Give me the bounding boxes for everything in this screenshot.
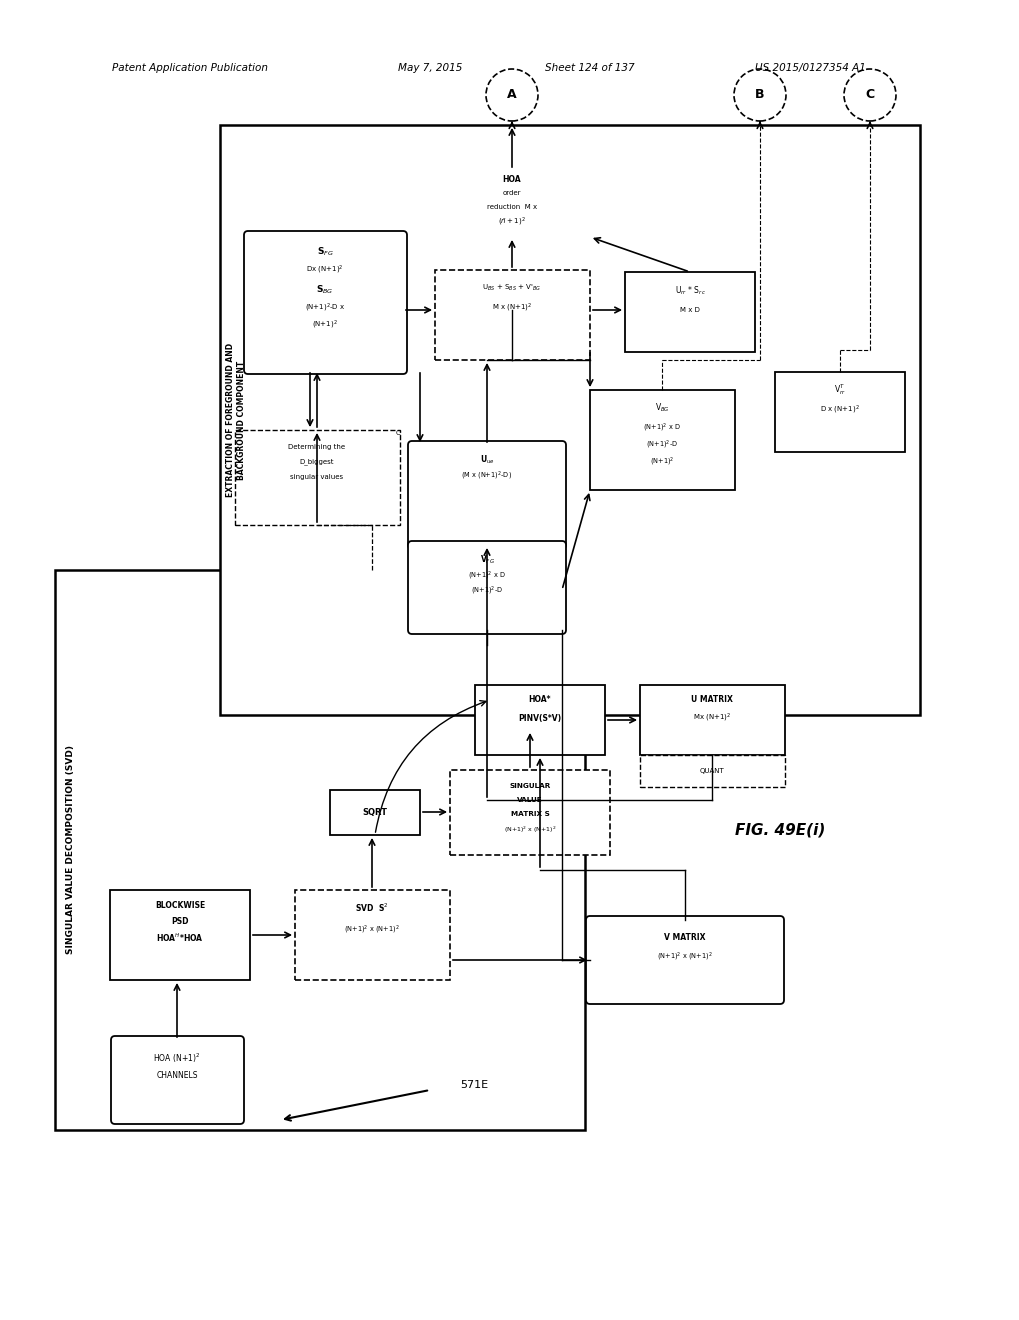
Text: S$_{BG}$: S$_{BG}$ [316,284,333,296]
Text: V MATRIX: V MATRIX [663,933,705,942]
Bar [639,755,785,787]
Text: Patent Application Publication: Patent Application Publication [112,63,268,73]
Bar [110,890,250,979]
Bar [625,272,754,352]
Text: PINV(S*V): PINV(S*V) [518,714,561,722]
FancyBboxPatch shape [408,441,566,549]
Bar [639,685,785,755]
Text: D_biggest: D_biggest [300,458,334,466]
Text: HOA$^H$*HOA: HOA$^H$*HOA [156,932,204,944]
Text: V$_{FG}$: V$_{FG}$ [479,554,494,566]
Text: CHANNELS: CHANNELS [156,1071,198,1080]
Bar [434,271,589,360]
Text: B: B [754,88,764,102]
Text: A: A [506,88,517,102]
Text: singular values: singular values [290,474,343,480]
Text: HOA (N+1)$^2$: HOA (N+1)$^2$ [153,1051,201,1065]
Text: EXTRACTION OF FOREGROUND AND
BACKGROUND COMPONENT: EXTRACTION OF FOREGROUND AND BACKGROUND … [226,343,246,498]
Text: V$^T_{rr}$: V$^T_{rr}$ [834,383,845,397]
Text: May 7, 2015: May 7, 2015 [397,63,462,73]
Text: (N+1)$^2$ x (N+1)$^2$: (N+1)$^2$ x (N+1)$^2$ [503,825,555,836]
Text: (N+1)$^2$ x (N+1)$^2$: (N+1)$^2$ x (N+1)$^2$ [343,924,399,936]
FancyBboxPatch shape [111,1036,244,1125]
Text: Dx (N+1)$^2$: Dx (N+1)$^2$ [306,264,343,276]
Text: MATRIX S: MATRIX S [511,810,549,817]
Text: (N+1)$^2$ x (N+1)$^2$: (N+1)$^2$ x (N+1)$^2$ [656,950,712,964]
Text: U$_{rr}$ * S$_{rc}$: U$_{rr}$ * S$_{rc}$ [674,285,705,297]
FancyBboxPatch shape [586,916,784,1005]
Text: S$_{FG}$: S$_{FG}$ [316,246,333,259]
Text: D x (N+1)$^2$: D x (N+1)$^2$ [819,404,859,416]
Text: SINGULAR: SINGULAR [508,783,550,789]
Text: U$_{ue}$: U$_{ue}$ [479,454,494,466]
Bar [294,890,449,979]
Text: Mx (N+1)$^2$: Mx (N+1)$^2$ [692,711,731,725]
Text: C: C [395,430,400,436]
Text: (N+1)$^2$ x D: (N+1)$^2$ x D [642,422,681,434]
FancyBboxPatch shape [244,231,407,374]
Text: (N+1)$^2$-D: (N+1)$^2$-D [471,585,502,597]
Text: (N+1)$^2$-D: (N+1)$^2$-D [645,438,678,451]
Text: $(\bar{n}+1)^2$: $(\bar{n}+1)^2$ [497,216,526,228]
Text: FIG. 49E(i): FIG. 49E(i) [734,822,824,837]
Text: M x D: M x D [680,308,699,313]
Bar [220,125,919,715]
Text: (N+1)$^2$: (N+1)$^2$ [649,455,674,469]
Text: (M x (N+1)$^2$-D): (M x (N+1)$^2$-D) [461,470,512,482]
Text: PSD: PSD [171,916,189,925]
Text: VALUE: VALUE [517,797,542,803]
Text: HOA: HOA [502,176,521,185]
Bar [589,389,735,490]
Text: HOA*: HOA* [528,696,550,705]
Bar [234,430,399,525]
Text: reduction  M x: reduction M x [486,205,537,210]
Bar [774,372,904,451]
Text: order: order [502,190,521,195]
Text: U MATRIX: U MATRIX [691,696,733,705]
Text: U$_{BS}$ + S$_{BS}$ + V'$_{BG}$: U$_{BS}$ + S$_{BS}$ + V'$_{BG}$ [482,282,541,293]
Text: (N+1)$^2$ x D: (N+1)$^2$ x D [468,570,505,582]
Text: M x (N+1)$^2$: M x (N+1)$^2$ [491,302,532,314]
Text: QUANT: QUANT [699,768,723,774]
Text: SQRT: SQRT [362,808,387,817]
Bar [475,685,604,755]
Text: Sheet 124 of 137: Sheet 124 of 137 [544,63,634,73]
Text: (N+1)$^2$-D x: (N+1)$^2$-D x [305,302,344,314]
Text: C: C [864,88,873,102]
Bar [55,570,585,1130]
Text: 571E: 571E [460,1080,488,1090]
Text: US 2015/0127354 A1: US 2015/0127354 A1 [754,63,864,73]
Text: Determining the: Determining the [288,444,345,450]
Text: SINGULAR VALUE DECOMPOSITION (SVD): SINGULAR VALUE DECOMPOSITION (SVD) [66,746,75,954]
Text: BLOCKWISE: BLOCKWISE [155,902,205,911]
Text: (N+1)$^2$: (N+1)$^2$ [312,319,337,331]
Bar [330,789,420,836]
Text: SVD  S$^2$: SVD S$^2$ [355,902,388,915]
Bar [449,770,609,855]
Text: V$_{BG}$: V$_{BG}$ [654,401,668,414]
FancyBboxPatch shape [408,541,566,634]
